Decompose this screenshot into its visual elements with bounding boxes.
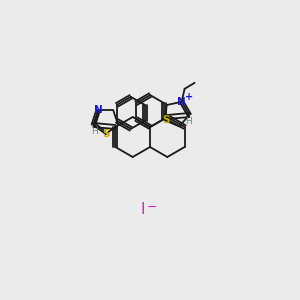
Text: −: −	[147, 200, 157, 214]
Text: I: I	[141, 202, 145, 217]
Text: H: H	[91, 128, 98, 136]
Text: S: S	[102, 129, 110, 139]
Text: S: S	[162, 115, 170, 125]
Text: +: +	[184, 92, 193, 102]
Text: H: H	[185, 118, 192, 127]
Text: N: N	[177, 97, 186, 107]
Text: N: N	[94, 106, 103, 116]
